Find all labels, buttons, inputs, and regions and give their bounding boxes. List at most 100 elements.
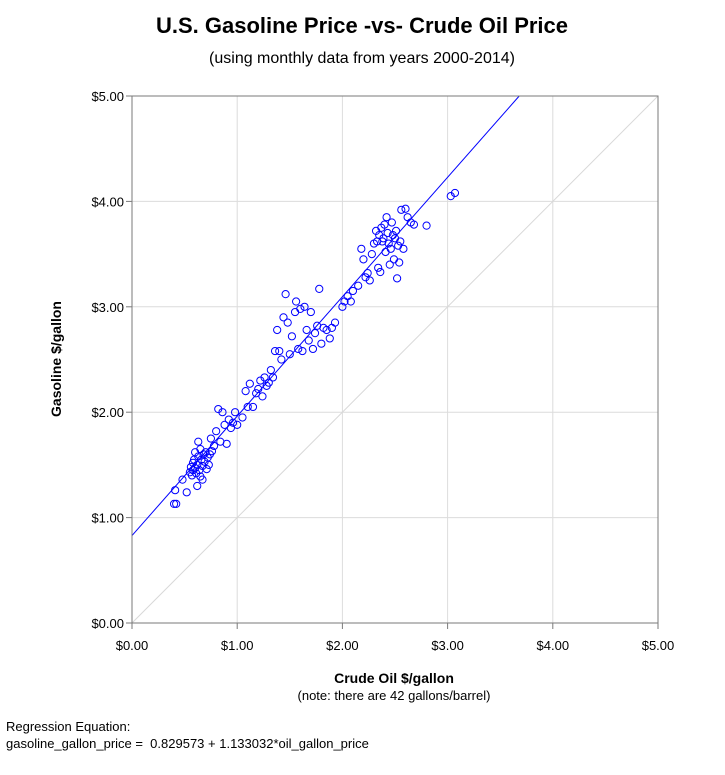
data-point	[379, 234, 388, 243]
data-point	[233, 420, 242, 429]
data-point	[169, 499, 179, 508]
y-tick-label: $0.00	[91, 616, 124, 631]
data-point	[206, 434, 215, 443]
data-point	[357, 244, 366, 253]
data-point	[270, 346, 280, 356]
data-point	[325, 334, 334, 343]
regression-line	[131, 95, 520, 536]
y-tick-label: $1.00	[91, 511, 124, 526]
data-point	[260, 373, 269, 382]
data-point	[193, 481, 202, 491]
data-point	[202, 465, 211, 474]
data-point	[292, 297, 301, 306]
data-point	[281, 290, 290, 299]
data-point	[243, 402, 252, 412]
data-point	[359, 255, 368, 264]
reference-line-group	[131, 95, 659, 624]
data-point	[290, 307, 300, 317]
data-point	[204, 460, 213, 469]
data-point	[315, 284, 324, 293]
data-point	[275, 346, 284, 356]
data-point	[248, 402, 258, 412]
data-point	[348, 286, 358, 296]
data-point	[294, 344, 303, 354]
data-point	[302, 325, 311, 335]
regression-line-group	[131, 95, 520, 536]
scatter-chart: U.S. Gasoline Price -vs- Crude Oil Price…	[48, 13, 675, 703]
data-point	[252, 389, 261, 398]
data-point	[394, 241, 403, 250]
data-point	[198, 475, 207, 484]
data-point	[268, 373, 278, 382]
data-point	[298, 346, 307, 356]
data-point	[218, 408, 227, 417]
data-point	[376, 267, 385, 277]
data-point	[317, 339, 326, 348]
data-point	[196, 444, 205, 454]
data-point	[397, 205, 406, 214]
data-point	[245, 379, 254, 388]
x-axis-note: (note: there are 42 gallons/barrel)	[298, 688, 491, 703]
data-point	[277, 355, 286, 364]
x-tick-label: $1.00	[221, 638, 254, 653]
data-point	[178, 475, 187, 484]
data-point	[386, 244, 395, 253]
data-point	[381, 247, 390, 257]
data-point	[367, 250, 376, 259]
x-tick-labels: $0.00 $1.00 $2.00 $3.00 $4.00 $5.00	[116, 623, 675, 653]
data-point	[306, 307, 315, 317]
x-tick-label: $0.00	[116, 638, 149, 653]
data-point	[330, 318, 340, 327]
data-point	[285, 350, 294, 359]
data-point	[212, 427, 221, 436]
x-tick-label: $5.00	[642, 638, 675, 653]
data-point	[396, 237, 405, 246]
data-point	[187, 471, 197, 480]
x-tick-label: $4.00	[537, 638, 570, 653]
y-tick-label: $4.00	[91, 194, 124, 209]
data-point	[403, 213, 412, 222]
data-point	[283, 318, 292, 327]
data-point	[230, 408, 240, 417]
data-point	[254, 384, 263, 394]
data-point	[354, 281, 363, 290]
data-point	[338, 302, 347, 311]
data-point	[279, 313, 288, 322]
data-point	[171, 486, 180, 495]
data-point	[273, 325, 282, 335]
y-tick-label: $2.00	[91, 405, 124, 420]
chart-title: U.S. Gasoline Price -vs- Crude Oil Price	[156, 13, 568, 38]
chart-subtitle: (using monthly data from years 2000-2014…	[209, 50, 515, 67]
data-point	[310, 329, 320, 338]
data-point	[363, 268, 372, 278]
data-point	[241, 387, 250, 396]
data-point	[207, 447, 217, 456]
data-point	[365, 276, 374, 285]
plot-frame	[131, 95, 659, 624]
data-point	[450, 188, 460, 198]
data-point	[172, 499, 181, 508]
data-point	[387, 218, 396, 227]
x-tick-label: $2.00	[326, 638, 359, 653]
data-point	[296, 304, 305, 314]
data-point	[238, 413, 247, 422]
data-point	[228, 418, 238, 427]
reference-line	[131, 95, 659, 624]
data-point	[382, 213, 391, 222]
data-point	[209, 441, 219, 451]
data-point	[193, 460, 202, 469]
data-point	[300, 302, 309, 311]
data-point	[220, 420, 229, 429]
data-point	[380, 220, 389, 229]
data-point	[222, 439, 231, 448]
data-point	[287, 332, 297, 341]
x-tick-label: $3.00	[431, 638, 464, 653]
data-point	[304, 336, 313, 345]
data-point	[409, 220, 419, 229]
data-point	[385, 260, 394, 269]
data-point	[308, 344, 318, 354]
data-point	[399, 244, 408, 253]
data-point	[395, 258, 404, 267]
data-point	[391, 226, 401, 236]
regression-equation: Regression Equation: gasoline_gallon_pri…	[6, 718, 369, 752]
